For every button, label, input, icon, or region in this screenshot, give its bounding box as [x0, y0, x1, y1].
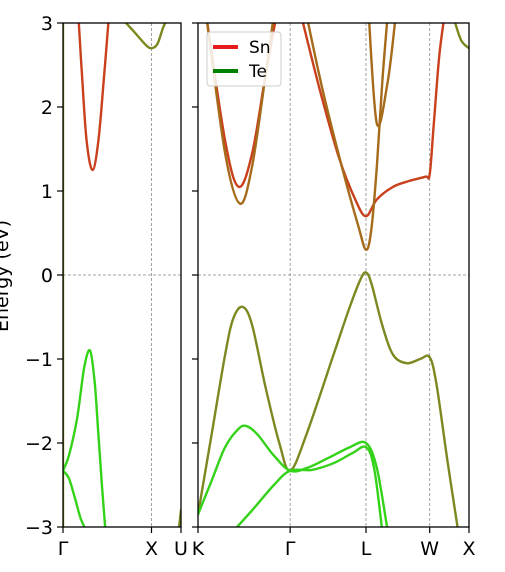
- panel-1-bands: [63, 23, 181, 527]
- band-line: [306, 23, 389, 251]
- band-line: [124, 23, 167, 50]
- x-tick-label: W: [420, 538, 439, 560]
- legend: Sn Te: [206, 31, 282, 87]
- y-tick-label: −2: [25, 433, 53, 455]
- panel-1-y-ticks: −3 −2 −1 0 1 2 3: [25, 13, 63, 539]
- band-line: [63, 348, 107, 527]
- band-line: [198, 424, 389, 527]
- band-line: [63, 469, 86, 527]
- y-axis-label: Energy (eV): [0, 220, 13, 332]
- x-tick-label: K: [192, 538, 205, 560]
- y-tick-label: 2: [41, 97, 53, 119]
- band-line: [301, 23, 445, 218]
- panel-2-grid: [198, 23, 469, 527]
- x-tick-label: X: [145, 538, 158, 560]
- band-line: [368, 23, 397, 128]
- y-tick-label: 0: [41, 265, 53, 287]
- panel-2-bands: [198, 23, 469, 527]
- x-tick-label: U: [174, 538, 188, 560]
- y-tick-label: −3: [25, 517, 53, 539]
- x-tick-label: Γ: [58, 538, 69, 560]
- panel-2-y-ticks: [192, 22, 198, 528]
- band-line: [198, 271, 459, 527]
- band-line: [453, 23, 469, 50]
- band-line: [77, 23, 110, 172]
- legend-label-te: Te: [248, 62, 267, 82]
- legend-label-sn: Sn: [249, 38, 271, 58]
- panel-1-grid: [63, 23, 181, 527]
- band-line: [235, 445, 383, 527]
- y-tick-label: 1: [41, 181, 53, 203]
- y-tick-label: −1: [25, 349, 53, 371]
- x-tick-label: X: [462, 538, 475, 560]
- x-tick-label: Γ: [285, 538, 296, 560]
- x-tick-label: L: [361, 538, 372, 560]
- y-tick-label: 3: [41, 13, 53, 35]
